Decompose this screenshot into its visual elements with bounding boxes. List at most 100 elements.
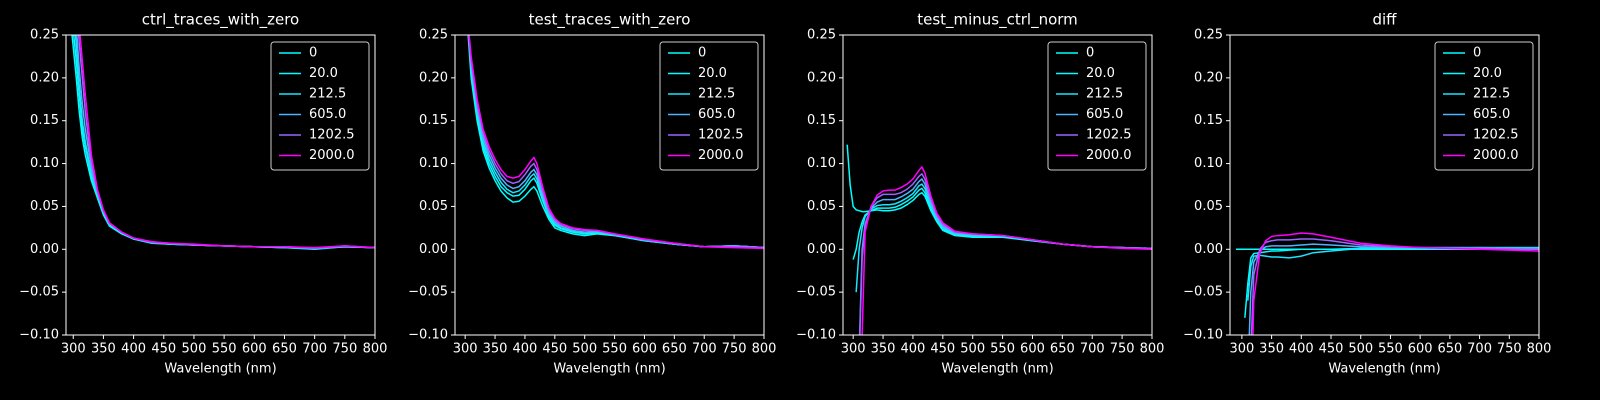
legend-label: 212.5 xyxy=(1473,87,1510,102)
x-tick-label: 700 xyxy=(1080,342,1105,357)
x-tick-label: 300 xyxy=(61,342,86,357)
legend-label: 212.5 xyxy=(698,87,735,102)
x-tick-label: 300 xyxy=(1229,342,1254,357)
x-tick-label: 300 xyxy=(453,342,478,357)
y-tick-label: −0.10 xyxy=(796,328,836,343)
x-tick-label: 450 xyxy=(1319,342,1344,357)
legend-label: 2000.0 xyxy=(698,148,744,163)
x-tick-label: 400 xyxy=(121,342,146,357)
legend-label: 1202.5 xyxy=(309,128,355,143)
y-tick-label: −0.05 xyxy=(408,285,448,300)
axes-frame xyxy=(842,34,1153,336)
legend-label: 605.0 xyxy=(698,107,735,122)
x-tick-label: 750 xyxy=(1110,342,1135,357)
line-series xyxy=(1252,232,1539,335)
y-tick-label: 0.15 xyxy=(1194,113,1223,128)
x-tick-label: 550 xyxy=(602,342,627,357)
x-tick-label: 800 xyxy=(1527,342,1552,357)
legend-label: 0 xyxy=(309,46,317,61)
line-series xyxy=(859,172,1152,335)
x-tick-label: 350 xyxy=(91,342,116,357)
y-tick-label: 0.25 xyxy=(1194,28,1223,43)
plot-lines xyxy=(846,144,1152,335)
y-tick-label: −0.10 xyxy=(408,328,448,343)
plot-lines xyxy=(1235,232,1539,335)
legend-label: 605.0 xyxy=(1086,107,1123,122)
chart-title: test_minus_ctrl_norm xyxy=(917,11,1078,30)
x-tick-label: 600 xyxy=(1408,342,1433,357)
x-tick-label: 450 xyxy=(930,342,955,357)
legend-label: 212.5 xyxy=(309,87,346,102)
chart-title: diff xyxy=(1372,11,1397,29)
x-tick-label: 800 xyxy=(1140,342,1165,357)
legend-label: 605.0 xyxy=(309,107,346,122)
x-tick-label: 350 xyxy=(1259,342,1284,357)
line-series xyxy=(468,35,764,250)
y-tick-label: 0.05 xyxy=(419,199,448,214)
legend-label: 2000.0 xyxy=(1086,148,1132,163)
y-tick-label: 0.15 xyxy=(30,113,59,128)
x-tick-label: 500 xyxy=(182,342,207,357)
axes-frame xyxy=(65,34,376,336)
x-axis-label: Wavelength (nm) xyxy=(1328,362,1440,377)
y-tick-label: 0.10 xyxy=(807,156,836,171)
y-tick-label: 0.10 xyxy=(419,156,448,171)
x-tick-label: 400 xyxy=(513,342,538,357)
y-tick-label: −0.10 xyxy=(19,328,59,343)
plot-lines xyxy=(71,35,375,251)
x-tick-label: 500 xyxy=(1348,342,1373,357)
axes-frame xyxy=(1229,34,1540,336)
x-tick-label: 750 xyxy=(332,342,357,357)
x-tick-label: 350 xyxy=(483,342,508,357)
line-series xyxy=(1248,243,1539,335)
x-tick-label: 300 xyxy=(841,342,866,357)
y-tick-label: 0.00 xyxy=(807,242,836,257)
x-tick-label: 400 xyxy=(1289,342,1314,357)
x-tick-label: 450 xyxy=(542,342,567,357)
x-tick-label: 700 xyxy=(302,342,327,357)
y-tick-label: 0.25 xyxy=(30,28,59,43)
line-series xyxy=(79,35,375,249)
chart-title: test_traces_with_zero xyxy=(529,11,691,30)
legend-label: 605.0 xyxy=(1473,107,1510,122)
x-tick-label: 500 xyxy=(960,342,985,357)
y-tick-label: 0.20 xyxy=(30,70,59,85)
line-series xyxy=(1247,246,1539,301)
y-tick-label: −0.05 xyxy=(796,285,836,300)
y-tick-label: 0.10 xyxy=(1194,156,1223,171)
legend-label: 0 xyxy=(1086,46,1094,61)
y-tick-label: 0.05 xyxy=(807,199,836,214)
x-tick-label: 650 xyxy=(662,342,687,357)
legend-label: 20.0 xyxy=(698,66,727,81)
y-tick-label: 0.25 xyxy=(807,28,836,43)
y-tick-label: 0.10 xyxy=(30,156,59,171)
y-tick-label: 0.25 xyxy=(419,28,448,43)
x-tick-label: 600 xyxy=(1020,342,1045,357)
x-tick-label: 750 xyxy=(1497,342,1522,357)
y-tick-label: 0.00 xyxy=(30,242,59,257)
x-tick-label: 650 xyxy=(272,342,297,357)
y-tick-label: −0.05 xyxy=(19,285,59,300)
legend-label: 2000.0 xyxy=(309,148,355,163)
y-tick-label: 0.15 xyxy=(807,113,836,128)
axes-frame xyxy=(454,34,765,336)
x-tick-label: 400 xyxy=(901,342,926,357)
x-tick-label: 450 xyxy=(151,342,176,357)
x-axis-label: Wavelength (nm) xyxy=(941,362,1053,377)
x-tick-label: 550 xyxy=(1378,342,1403,357)
y-tick-label: 0.15 xyxy=(419,113,448,128)
line-series xyxy=(467,35,764,249)
line-series xyxy=(858,177,1152,335)
x-tick-label: 650 xyxy=(1050,342,1075,357)
legend-label: 0 xyxy=(698,46,706,61)
y-tick-label: 0.20 xyxy=(419,70,448,85)
legend-label: 20.0 xyxy=(309,66,338,81)
legend-label: 1202.5 xyxy=(1473,128,1519,143)
legend-label: 2000.0 xyxy=(1473,148,1519,163)
x-axis-label: Wavelength (nm) xyxy=(553,362,665,377)
x-tick-label: 800 xyxy=(752,342,777,357)
x-tick-label: 700 xyxy=(1467,342,1492,357)
y-tick-label: 0.20 xyxy=(807,70,836,85)
x-tick-label: 600 xyxy=(242,342,267,357)
